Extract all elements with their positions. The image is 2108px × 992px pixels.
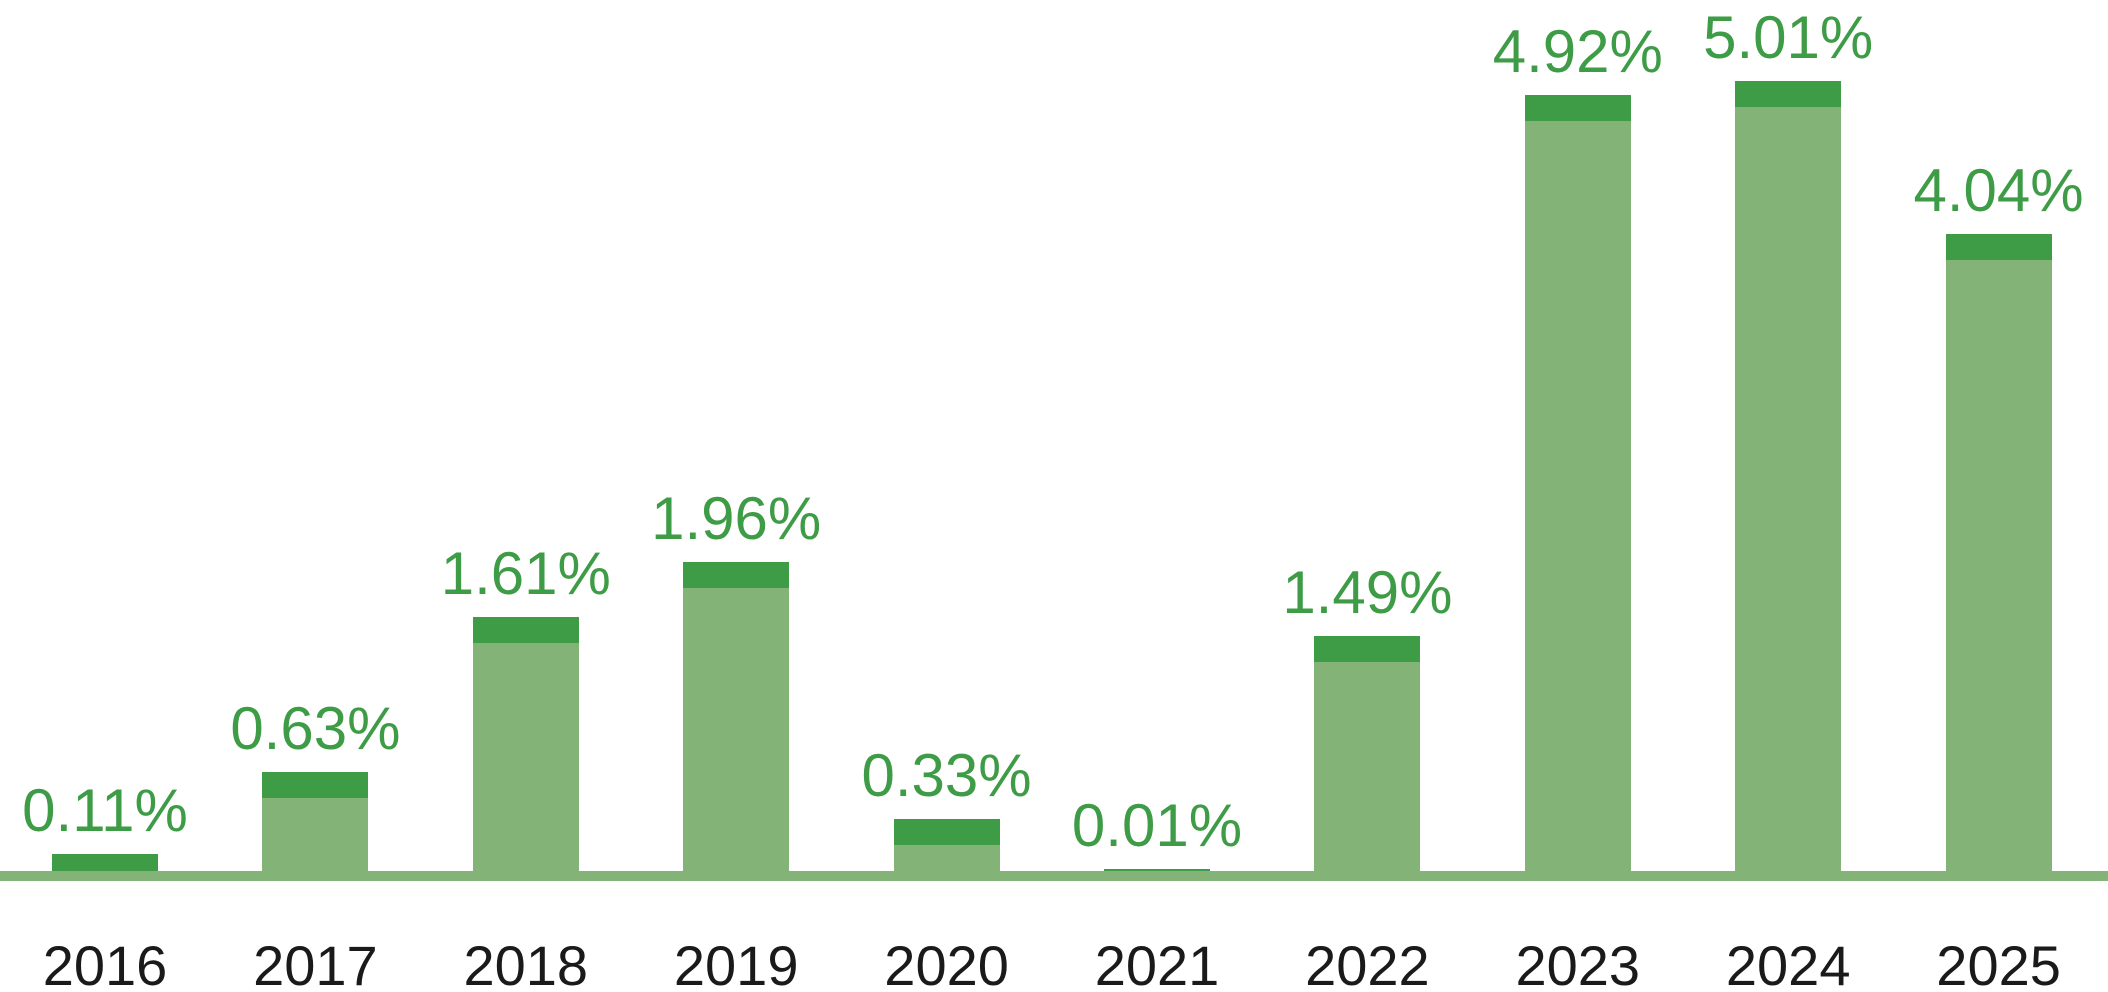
x-axis-tick-label: 2022 xyxy=(1305,934,1430,992)
x-axis-tick-label: 2019 xyxy=(673,934,799,992)
bar xyxy=(683,562,790,871)
bar xyxy=(1314,636,1421,871)
bar-body-segment xyxy=(1735,107,1842,871)
bar-body-segment xyxy=(1314,662,1421,871)
bar-cap-segment xyxy=(1735,81,1842,107)
value-label: 1.49% xyxy=(1282,559,1453,626)
bar-cap-segment xyxy=(262,772,369,798)
value-label: 0.33% xyxy=(861,742,1032,809)
bar xyxy=(1524,95,1631,871)
bar xyxy=(893,819,1000,871)
value-label: 5.01% xyxy=(1703,4,1874,71)
bar-cap-segment xyxy=(1314,636,1421,662)
x-axis-tick-label: 2025 xyxy=(1936,934,2061,992)
value-label: 4.04% xyxy=(1913,157,2084,224)
value-label: 0.63% xyxy=(230,695,401,762)
bar-cap-segment xyxy=(1524,95,1631,121)
bar-cap-segment xyxy=(1945,234,2052,260)
bar-cap-segment xyxy=(683,562,790,588)
x-axis-tick-label: 2024 xyxy=(1725,934,1851,992)
value-label: 1.96% xyxy=(651,485,822,552)
bar xyxy=(1735,81,1842,871)
bar-body-segment xyxy=(472,643,579,871)
x-axis-tick-label: 2021 xyxy=(1094,934,1220,992)
x-axis-tick-label: 2023 xyxy=(1515,934,1641,992)
bar-body-segment xyxy=(262,798,369,871)
bar xyxy=(52,854,158,871)
x-axis-tick-label: 2020 xyxy=(884,934,1009,992)
bar xyxy=(262,772,369,871)
value-label: 0.11% xyxy=(22,777,188,844)
x-axis-tick-label: 2018 xyxy=(463,934,589,992)
bar-cap-segment xyxy=(893,819,1000,845)
bar-body-segment xyxy=(893,845,1000,871)
value-label: 4.92% xyxy=(1492,18,1663,85)
bar-body-segment xyxy=(683,588,790,871)
value-label: 1.61% xyxy=(440,540,611,607)
value-label: 0.01% xyxy=(1071,792,1243,859)
bar xyxy=(472,617,579,871)
bar-body-segment xyxy=(1524,121,1631,871)
x-axis-tick-label: 2017 xyxy=(253,934,378,992)
bar-cap-segment xyxy=(52,854,158,871)
x-axis-line xyxy=(0,871,2108,881)
bar xyxy=(1104,869,1210,871)
bar-cap-segment xyxy=(472,617,579,643)
bar xyxy=(1945,234,2052,871)
bar-body-segment xyxy=(1945,260,2052,871)
x-axis-tick-label: 2016 xyxy=(42,934,168,992)
bar-cap-segment xyxy=(1104,869,1210,871)
